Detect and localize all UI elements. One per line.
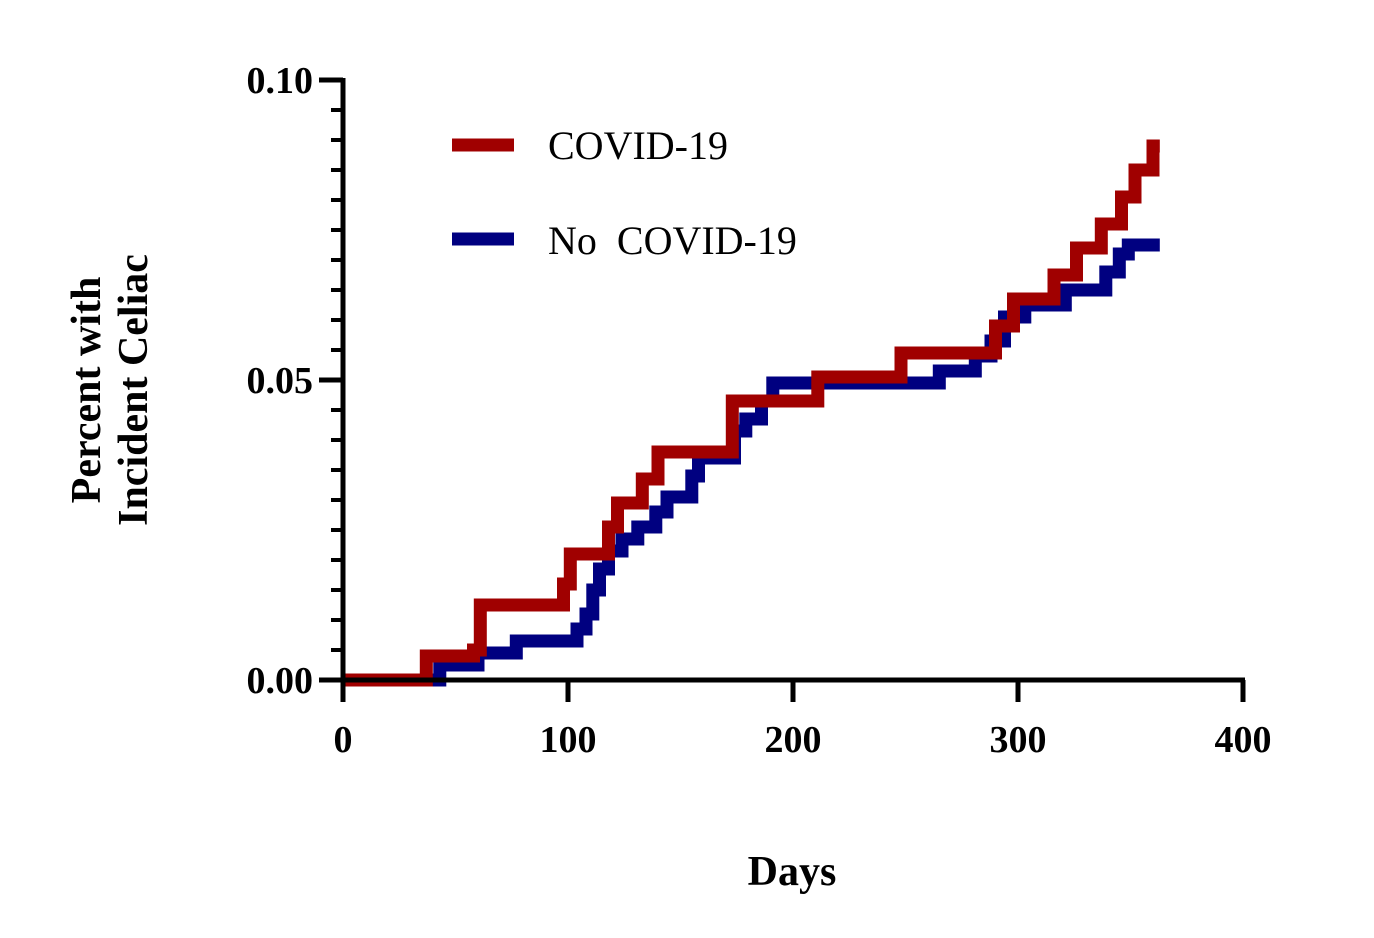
series-line-no-covid: [343, 238, 1160, 687]
plot-lines: [343, 139, 1160, 687]
y-axis-title-line-1: Percent with: [64, 277, 110, 504]
ticks: 0.00 0.05 0.10 0 100 200 300 400: [247, 60, 1272, 761]
x-tick-label: 0: [334, 719, 353, 761]
x-axis-title: Days: [748, 849, 837, 895]
y-tick-label: 0.10: [247, 60, 314, 102]
y-axis-title-line-2: Incident Celiac: [111, 254, 157, 526]
y-tick-label: 0.00: [247, 660, 314, 702]
x-tick-label: 400: [1215, 719, 1272, 761]
legend: COVID-19 No COVID-19: [452, 123, 797, 263]
legend-label-covid: COVID-19: [548, 123, 728, 168]
series-line-covid: [343, 139, 1160, 687]
y-axis-title: Percent with Incident Celiac: [64, 254, 157, 526]
x-tick-label: 100: [540, 719, 597, 761]
y-tick-label: 0.05: [247, 360, 314, 402]
legend-label-no-covid: No COVID-19: [548, 218, 797, 263]
x-tick-label: 200: [765, 719, 822, 761]
x-tick-label: 300: [990, 719, 1047, 761]
